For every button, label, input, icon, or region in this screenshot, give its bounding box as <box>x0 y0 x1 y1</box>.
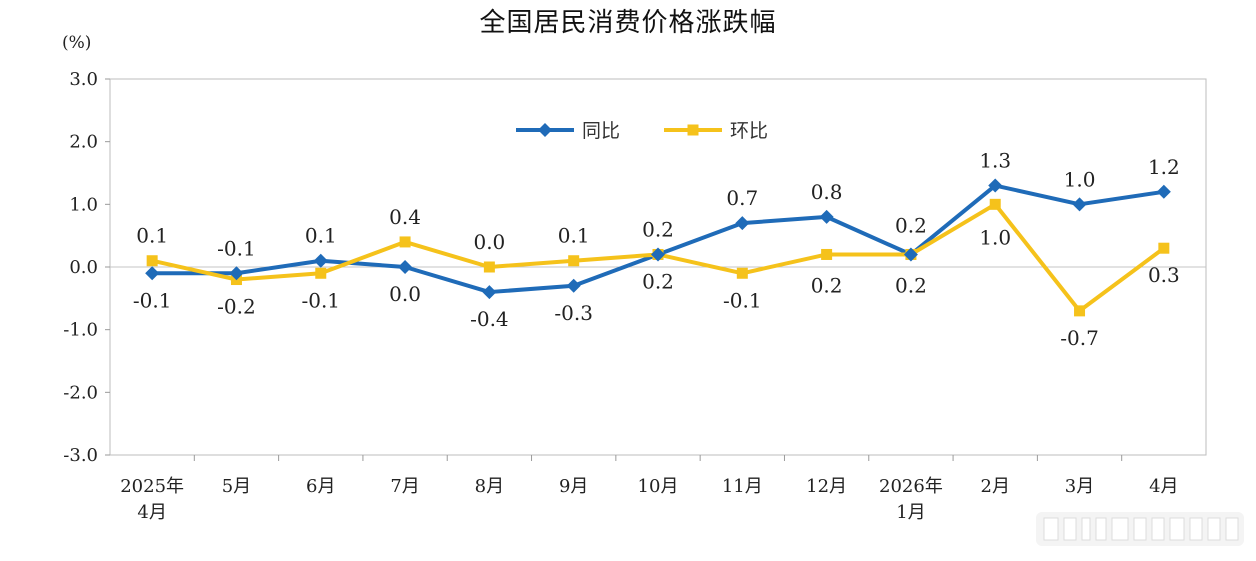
x-tick-label: 9月 <box>559 476 588 497</box>
mom-point <box>146 255 158 267</box>
yoy-data-label: -0.1 <box>217 236 256 260</box>
y-tick-label: 3.0 <box>69 69 98 90</box>
legend-mom-label: 环比 <box>730 120 768 142</box>
legend-yoy-marker <box>538 123 552 137</box>
yoy-point <box>482 285 497 300</box>
mom-data-label: -0.1 <box>301 288 340 312</box>
x-tick-label: 11月 <box>722 476 763 497</box>
yoy-point <box>229 266 244 281</box>
x-tick-label: 10月 <box>638 476 679 497</box>
y-tick-label: 2.0 <box>69 132 98 153</box>
yoy-point <box>819 209 834 224</box>
x-tick-label: 4月 <box>1149 476 1178 497</box>
yoy-point <box>145 266 160 281</box>
yoy-data-label: 1.3 <box>979 149 1011 173</box>
yoy-point <box>1072 197 1087 212</box>
mom-data-label: 0.3 <box>1148 263 1180 287</box>
yoy-point <box>398 260 413 274</box>
x-tick-label: 2月 <box>981 476 1010 497</box>
x-tick-label: 7月 <box>390 476 419 497</box>
yoy-data-label: 1.2 <box>1148 155 1180 179</box>
mom-data-label: 0.2 <box>811 273 843 297</box>
yoy-point <box>735 216 750 231</box>
yoy-data-label: 0.7 <box>726 186 758 210</box>
y-tick-label: -3.0 <box>63 445 98 466</box>
x-tick-label: 8月 <box>475 476 504 497</box>
x-tick-label: 2025年 <box>120 476 184 497</box>
mom-point <box>821 248 833 260</box>
yoy-data-label: 0.2 <box>642 269 674 293</box>
yoy-point <box>988 178 1003 193</box>
x-tick-label: 4月 <box>137 502 166 523</box>
mom-data-label: 0.0 <box>473 230 505 254</box>
watermark-logo <box>1036 512 1244 546</box>
mom-data-label: 0.1 <box>136 224 168 248</box>
mom-point <box>399 236 411 248</box>
x-tick-label: 5月 <box>222 476 251 497</box>
mom-data-label: 0.4 <box>389 205 421 229</box>
legend-mom-marker <box>687 124 699 136</box>
yoy-data-label: -0.4 <box>470 307 509 331</box>
mom-point <box>1158 242 1170 254</box>
mom-point <box>483 261 495 273</box>
chart-title: 全国居民消费价格涨跌幅 <box>479 8 777 38</box>
yoy-data-label: 0.1 <box>305 224 337 248</box>
mom-data-label: 0.2 <box>895 273 927 297</box>
legend-yoy-label: 同比 <box>582 120 620 142</box>
x-tick-label: 12月 <box>806 476 847 497</box>
yoy-point <box>566 278 581 293</box>
yoy-data-label: 1.0 <box>1064 167 1096 191</box>
y-axis-unit-label: (%) <box>62 33 92 53</box>
yoy-data-label: 0.2 <box>895 213 927 237</box>
y-tick-label: 1.0 <box>69 194 98 215</box>
mom-point <box>1074 305 1086 317</box>
mom-point <box>315 267 327 279</box>
y-tick-label: -1.0 <box>63 320 98 341</box>
mom-data-label: 1.0 <box>979 225 1011 249</box>
mom-point <box>989 198 1001 210</box>
mom-data-label: 0.1 <box>558 224 590 248</box>
mom-data-label: -0.7 <box>1060 326 1099 350</box>
x-tick-label: 3月 <box>1065 476 1094 497</box>
y-tick-label: 0.0 <box>69 257 98 278</box>
yoy-data-label: -0.1 <box>133 288 172 312</box>
mom-data-label: 0.2 <box>642 217 674 241</box>
x-tick-label: 6月 <box>306 476 335 497</box>
mom-data-label: -0.1 <box>723 288 762 312</box>
mom-point <box>568 255 580 267</box>
yoy-point <box>903 247 918 262</box>
yoy-data-label: -0.3 <box>554 301 593 325</box>
x-tick-label: 2026年 <box>879 476 943 497</box>
x-tick-label: 1月 <box>896 502 925 523</box>
yoy-point <box>313 253 328 268</box>
yoy-data-label: 0.8 <box>811 180 843 204</box>
yoy-data-label: 0.0 <box>389 282 421 306</box>
y-tick-label: -2.0 <box>63 382 98 403</box>
mom-data-label: -0.2 <box>217 295 256 319</box>
yoy-point <box>1156 184 1171 199</box>
mom-point <box>736 267 748 279</box>
yoy-point <box>651 247 665 262</box>
